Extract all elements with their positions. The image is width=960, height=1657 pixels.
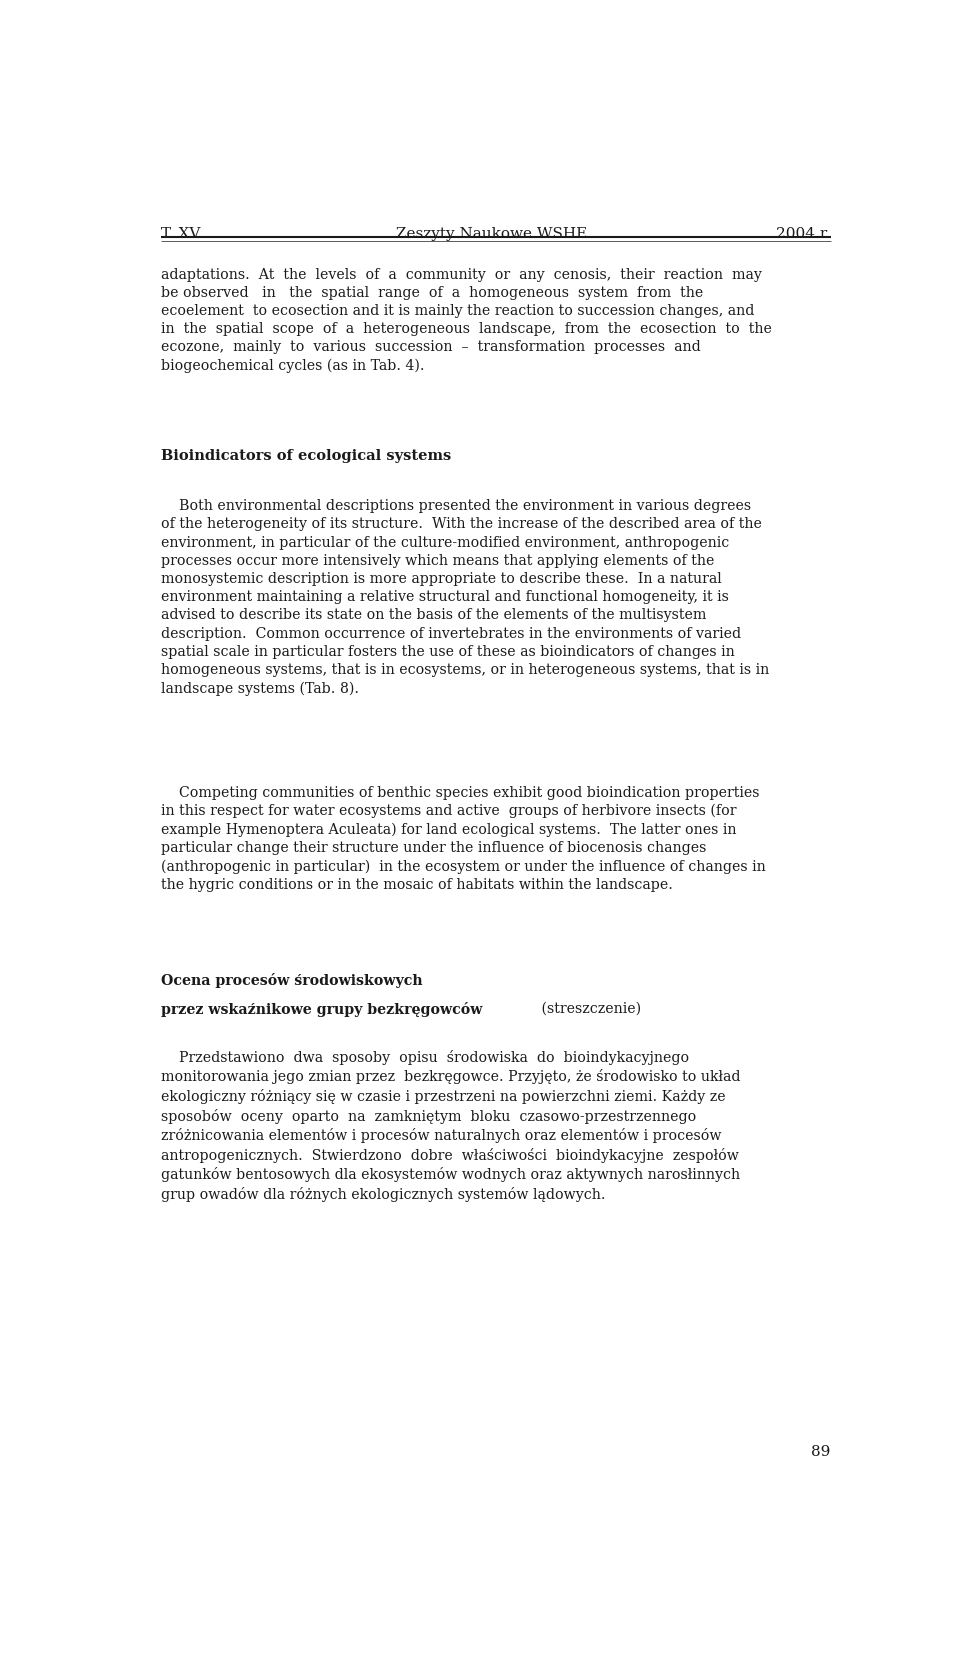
- Text: 89: 89: [811, 1445, 830, 1460]
- Text: Bioindicators of ecological systems: Bioindicators of ecological systems: [161, 449, 451, 462]
- Text: przez wskaźnikowe grupy bezkręgowców: przez wskaźnikowe grupy bezkręgowców: [161, 1002, 482, 1017]
- Text: Przedstawiono  dwa  sposoby  opisu  środowiska  do  bioindykacyjnego
monitorowan: Przedstawiono dwa sposoby opisu środowis…: [161, 1051, 740, 1201]
- Text: adaptations.  At  the  levels  of  a  community  or  any  cenosis,  their  react: adaptations. At the levels of a communit…: [161, 268, 772, 373]
- Text: Ocena procesów środowiskowych: Ocena procesów środowiskowych: [161, 973, 422, 988]
- Text: T. XV: T. XV: [161, 227, 201, 240]
- Text: Competing communities of benthic species exhibit good bioindication properties
i: Competing communities of benthic species…: [161, 785, 766, 891]
- Text: Both environmental descriptions presented the environment in various degrees
of : Both environmental descriptions presente…: [161, 499, 769, 696]
- Text: Zeszyty Naukowe WSHE: Zeszyty Naukowe WSHE: [396, 227, 588, 240]
- Text: (streszczenie): (streszczenie): [537, 1002, 640, 1016]
- Text: 2004 r.: 2004 r.: [776, 227, 830, 240]
